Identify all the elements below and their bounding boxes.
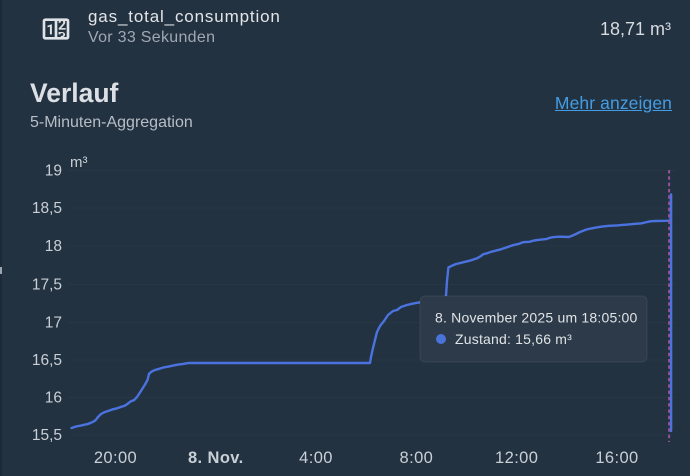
svg-text:20:00: 20:00 bbox=[94, 449, 137, 467]
svg-text:16:00: 16:00 bbox=[595, 449, 638, 467]
svg-text:4:00: 4:00 bbox=[299, 449, 333, 467]
svg-text:16: 16 bbox=[45, 390, 62, 407]
svg-text:18,5: 18,5 bbox=[32, 200, 62, 217]
svg-text:12:00: 12:00 bbox=[495, 449, 538, 467]
svg-text:17,5: 17,5 bbox=[32, 277, 62, 294]
svg-text:8:00: 8:00 bbox=[400, 449, 434, 467]
svg-text:19: 19 bbox=[45, 163, 62, 180]
svg-text:8. Nov.: 8. Nov. bbox=[188, 449, 244, 467]
svg-text:8. November 2025 um 18:05:00: 8. November 2025 um 18:05:00 bbox=[435, 310, 638, 326]
svg-text:15,5: 15,5 bbox=[32, 427, 62, 444]
svg-text:18: 18 bbox=[45, 238, 62, 255]
svg-text:17: 17 bbox=[45, 315, 62, 332]
svg-text:m³: m³ bbox=[70, 154, 88, 171]
svg-text:Zustand: 15,66 m³: Zustand: 15,66 m³ bbox=[455, 331, 572, 347]
svg-text:16,5: 16,5 bbox=[32, 352, 62, 369]
